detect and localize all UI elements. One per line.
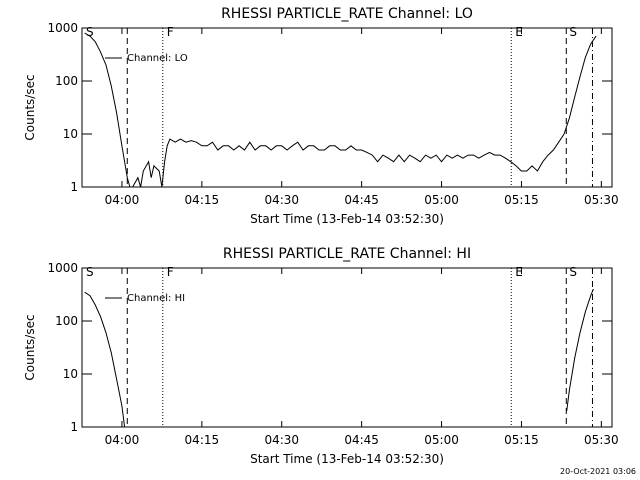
x-tick-label: 04:00: [105, 193, 140, 207]
x-axis-label: Start Time (13-Feb-14 03:52:30): [250, 212, 444, 226]
y-axis-label: Counts/sec: [23, 74, 37, 140]
y-axis-label: Counts/sec: [23, 314, 37, 380]
y-tick-label: 1000: [47, 261, 78, 275]
x-tick-label: 05:00: [424, 433, 459, 447]
footer: 20-Oct-2021 03:06: [560, 467, 636, 476]
event-flag: E: [515, 265, 523, 279]
y-tick-label: 100: [55, 314, 78, 328]
event-flag: S: [569, 25, 577, 39]
x-tick-label: 04:45: [344, 433, 379, 447]
event-flag: S: [86, 25, 94, 39]
event-flag: S: [86, 265, 94, 279]
x-tick-label: 04:15: [185, 193, 220, 207]
x-tick-label: 04:15: [185, 433, 220, 447]
plot-frame: [81, 27, 613, 188]
chart-title: RHESSI PARTICLE_RATE Channel: HI: [223, 246, 471, 262]
y-tick-label: 1000: [47, 21, 78, 35]
legend-label: Channel: LO: [127, 53, 188, 64]
data-line: [84, 288, 594, 428]
event-flag: E: [515, 25, 523, 39]
event-flag: F: [167, 265, 174, 279]
event-flag: S: [569, 265, 577, 279]
y-tick-label: 1: [70, 420, 78, 434]
event-flag: F: [167, 25, 174, 39]
chart-title: RHESSI PARTICLE_RATE Channel: LO: [221, 6, 473, 22]
plot-frame: [81, 267, 613, 428]
y-tick-label: 10: [63, 367, 78, 381]
y-tick-label: 1: [70, 180, 78, 194]
x-tick-label: 04:30: [264, 433, 299, 447]
y-tick-label: 10: [63, 127, 78, 141]
x-axis-label: Start Time (13-Feb-14 03:52:30): [250, 452, 444, 466]
y-tick-label: 100: [55, 74, 78, 88]
x-tick-label: 05:00: [424, 193, 459, 207]
x-tick-label: 05:30: [584, 433, 619, 447]
x-tick-label: 05:15: [504, 433, 539, 447]
x-tick-label: 04:30: [264, 193, 299, 207]
x-tick-label: 04:45: [344, 193, 379, 207]
x-tick-label: 05:15: [504, 193, 539, 207]
x-tick-label: 05:30: [584, 193, 619, 207]
legend-label: Channel: HI: [127, 293, 185, 304]
x-tick-label: 04:00: [105, 433, 140, 447]
data-line: [84, 32, 597, 188]
